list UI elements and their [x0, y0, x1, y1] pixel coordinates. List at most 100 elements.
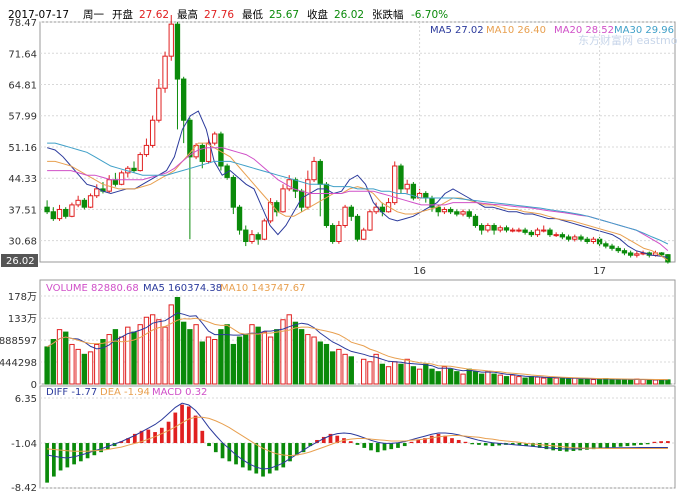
volume-bar [94, 343, 100, 385]
candle-body [503, 227, 510, 231]
candle-body [87, 195, 94, 208]
candle-body [336, 224, 342, 243]
legend-volume-ma5: MA5 160374.38 [143, 283, 222, 294]
candle-body [466, 211, 472, 217]
volume-bar [156, 319, 162, 385]
candle-body [94, 188, 100, 197]
moving-average-lines [46, 110, 669, 261]
volume-bar [665, 379, 671, 385]
candle-body [249, 234, 255, 243]
macd-line-dea [47, 416, 668, 457]
candle-body [410, 183, 417, 199]
price-grid [40, 21, 675, 242]
candle-body [460, 211, 466, 215]
volume-bar [249, 324, 255, 385]
date-tick-label: 16 [413, 266, 426, 277]
ma-line-ma20 [47, 147, 669, 251]
volume-bar [590, 379, 597, 385]
candle-body [212, 133, 218, 144]
volume-axis: 178万 133万 888597 444298 0 [0, 292, 37, 391]
volume-bar [367, 361, 373, 385]
price-tick-label: 37.51 [8, 205, 37, 216]
volume-bar [174, 296, 181, 385]
legend-ma5: MA5 27.02 [430, 25, 484, 36]
volume-bar [472, 371, 479, 385]
volume-bar [193, 324, 199, 385]
current-price-tag: 26.02 [6, 256, 35, 267]
volume-bar [460, 373, 466, 385]
volume-bar [106, 334, 112, 385]
candle-body [491, 224, 497, 231]
volume-bar [627, 379, 634, 385]
volume-bar [441, 366, 448, 385]
volume-bar [187, 329, 193, 385]
volume-bar [329, 351, 336, 385]
candle-body [578, 236, 584, 240]
volume-bar [466, 368, 472, 385]
candle-body [441, 208, 448, 213]
legend-volume-ma10: MA10 143747.67 [220, 283, 305, 294]
volume-bar [348, 356, 354, 385]
candle-body [354, 215, 361, 240]
candle-body [435, 206, 441, 213]
volume-bar [286, 314, 292, 385]
volume-bar [162, 326, 168, 385]
volume-bar [410, 366, 417, 385]
header-low: 25.67 [269, 9, 299, 21]
candle-body [584, 238, 590, 243]
candle-body [286, 179, 292, 190]
volume-bars[interactable] [44, 296, 671, 385]
volume-bar [497, 374, 503, 385]
volume-bar [373, 353, 379, 385]
header-high: 27.76 [204, 9, 234, 21]
candle-body [423, 192, 429, 199]
volume-bar [243, 334, 249, 385]
volume-bar [485, 371, 491, 385]
volume-bar [646, 379, 652, 385]
panel-frames [39, 21, 676, 489]
volume-bar [541, 377, 547, 385]
macd-tick-label: -8.42 [11, 483, 37, 492]
volume-bar [652, 379, 659, 385]
candle-body [56, 208, 63, 220]
volume-bar [218, 329, 224, 385]
candle-body [553, 234, 559, 237]
macd-histogram[interactable] [45, 404, 670, 483]
volume-bar [385, 366, 392, 385]
header-change-label: 张跌幅 [372, 8, 404, 21]
candle-body [44, 206, 50, 213]
price-tick-label: 51.16 [8, 143, 37, 154]
volume-bar [224, 324, 230, 385]
candle-body [659, 252, 665, 256]
volume-bar [584, 378, 590, 385]
candle-body [137, 154, 143, 172]
candle-body [243, 229, 249, 243]
candle-body [156, 87, 162, 121]
macd-tick-label: 6.35 [15, 394, 37, 405]
candle-body [329, 224, 336, 243]
volume-bar [199, 341, 205, 385]
candle-body [621, 250, 628, 254]
header-date: 2017-07-17 [8, 9, 69, 21]
volume-bar [398, 363, 404, 385]
volume-bar [659, 379, 665, 385]
volume-bar [429, 368, 435, 385]
volume-bar [615, 378, 621, 385]
volume-bar [578, 378, 584, 385]
volume-bar [125, 326, 131, 385]
legend-volume: VOLUME 82880.68 [46, 283, 139, 294]
ma-line-ma5 [46, 110, 668, 258]
candle-body [472, 215, 479, 226]
candle-body [81, 199, 88, 208]
volume-bar [609, 379, 615, 385]
volume-bar [503, 376, 510, 385]
volume-bar [342, 353, 348, 385]
volume-bar [510, 374, 516, 385]
price-tick-label: 78.47 [8, 18, 37, 29]
header-open: 27.62 [139, 9, 169, 21]
candle-body [547, 229, 553, 236]
candlesticks[interactable] [44, 14, 671, 264]
candle-body [627, 252, 634, 256]
candle-body [603, 243, 609, 247]
